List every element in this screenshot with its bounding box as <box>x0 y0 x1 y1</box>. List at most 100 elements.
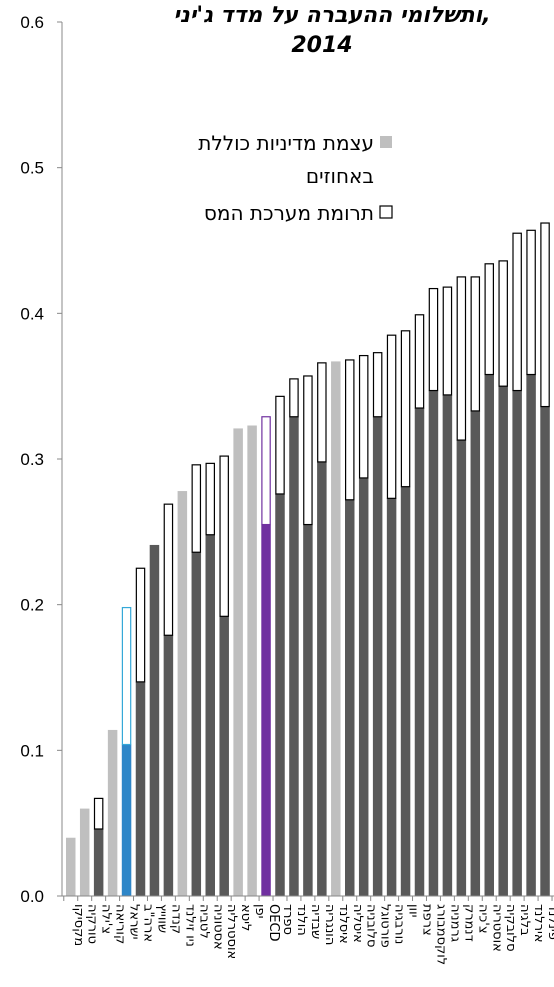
y-tick-label: 0.6 <box>20 13 44 32</box>
y-tick-label: 0.4 <box>20 304 44 323</box>
y-tick-label: 0.3 <box>20 450 44 469</box>
bar-tax-contribution <box>303 375 313 526</box>
bar-tax-contribution <box>512 232 522 392</box>
y-tick-label: 0.2 <box>20 596 44 615</box>
bar-total <box>79 808 90 896</box>
x-tick-label: שווייץ <box>154 904 169 933</box>
x-tick-label: אירלנד <box>531 904 546 943</box>
x-tick-label: צ'כיה <box>475 904 490 934</box>
bar-base <box>414 408 425 896</box>
x-tick-label: הולנד <box>294 904 309 936</box>
bar-base <box>470 410 481 896</box>
bar-tax-contribution <box>289 378 299 418</box>
bar-base <box>191 552 202 896</box>
bar-tax-contribution <box>442 286 453 396</box>
x-tick-label: נורבגיה <box>392 904 407 944</box>
bar-total <box>233 428 243 896</box>
bar-tax-contribution <box>317 362 327 463</box>
x-tick-label: טורקיה <box>85 904 100 944</box>
bar-base <box>317 461 327 896</box>
bar-base <box>93 828 104 896</box>
bar-tax-contribution <box>372 352 383 418</box>
x-tick-label: ניו זילנד <box>182 904 197 947</box>
bar-tax-contribution <box>498 260 508 387</box>
legend-swatch-tax <box>379 205 393 219</box>
bar-base <box>219 616 229 896</box>
x-tick-label: סלובניה <box>364 904 379 948</box>
x-tick-label: אוסטרליה <box>224 904 239 959</box>
bar-tax-contribution <box>386 334 397 499</box>
bar-base <box>456 440 467 896</box>
bar-tax-contribution <box>526 229 536 376</box>
legend-label-tax: תרומת מערכת המס <box>204 201 374 225</box>
bar-tax-contribution <box>428 287 439 392</box>
bar-tax-contribution <box>400 330 411 488</box>
chart-title: ותשלומי ההעברה על מדד ג'יני, <box>173 3 490 28</box>
bar-tax-contribution <box>358 354 369 479</box>
bar-base <box>386 498 397 896</box>
x-tick-label: דנמרק <box>461 904 476 942</box>
x-tick-label: אוסטריה <box>489 904 504 952</box>
x-tick-label: פינלנד <box>545 904 554 940</box>
x-tick-label: יוון <box>406 904 421 918</box>
x-tick-label: צרפת <box>420 904 435 936</box>
legend: עצמת מדיניות כוללת באחוזים תרומת מערכת ה… <box>198 131 393 225</box>
bar-base <box>289 416 299 896</box>
legend-label-total: עצמת מדיניות כוללת <box>198 131 374 155</box>
bar-total <box>66 837 76 896</box>
bar-base <box>303 524 313 896</box>
bar-tax-contribution <box>414 314 425 409</box>
x-tick-label: אסטוניה <box>210 904 225 950</box>
x-tick-label: לטביה <box>196 904 211 939</box>
bar-tax-contribution <box>484 263 495 376</box>
bar-base <box>442 394 453 896</box>
x-axis: מקסיקוטורקיהצ'ילהקוריאהישראלארה"בשווייץק… <box>62 895 554 965</box>
bar-tax-contribution <box>93 797 104 830</box>
bar-tax-contribution <box>163 503 174 636</box>
x-tick-label: קנדה <box>168 904 183 934</box>
bars-group <box>66 222 550 897</box>
bar-tax-contribution <box>135 567 146 683</box>
bar-base <box>498 386 508 896</box>
bar-total <box>331 361 341 896</box>
x-tick-label: ליטא <box>238 904 253 931</box>
bar-total <box>107 729 118 896</box>
bar-base <box>372 416 383 896</box>
bar-total <box>149 544 160 896</box>
bar-tax-contribution <box>191 464 202 553</box>
bar-tax-contribution <box>456 276 467 441</box>
bar-tax-contribution <box>345 359 355 501</box>
x-tick-label: שבדיה <box>308 904 323 939</box>
x-tick-label: מקסיקו <box>71 904 86 946</box>
x-tick-label: צ'ילה <box>99 904 114 934</box>
bar-base <box>121 744 132 896</box>
bar-base <box>526 374 536 897</box>
bar-total <box>177 491 188 896</box>
bar-base <box>135 681 146 896</box>
bar-base <box>400 486 411 896</box>
x-tick-label: OECD <box>266 904 281 942</box>
bar-tax-contribution <box>540 222 550 408</box>
bar-base <box>484 374 494 897</box>
bar-base <box>540 406 550 896</box>
bar-base <box>205 534 215 896</box>
x-tick-label: איסלנד <box>336 904 351 944</box>
x-tick-label: גרמניה <box>447 904 462 942</box>
chart-subtitle: 2014 <box>291 33 352 58</box>
x-tick-label: ישראל <box>127 904 142 940</box>
x-tick-label: ארה"ב <box>141 904 156 942</box>
bar-base <box>275 493 285 896</box>
bar-tax-contribution <box>261 416 271 526</box>
y-tick-label: 0.0 <box>20 887 44 906</box>
x-tick-label: יפן <box>252 904 267 919</box>
bar-tax-contribution <box>205 462 216 536</box>
bar-base <box>358 477 369 896</box>
bar-total <box>247 425 257 896</box>
y-axis: 0.0 0.1 0.2 0.3 0.4 0.5 0.6 <box>20 13 63 906</box>
bar-tax-contribution <box>219 455 229 617</box>
x-tick-label: קוריאה <box>113 904 128 944</box>
x-tick-label: בלגיה <box>517 904 532 936</box>
bar-base <box>428 390 439 896</box>
legend-swatch-total <box>380 136 392 148</box>
